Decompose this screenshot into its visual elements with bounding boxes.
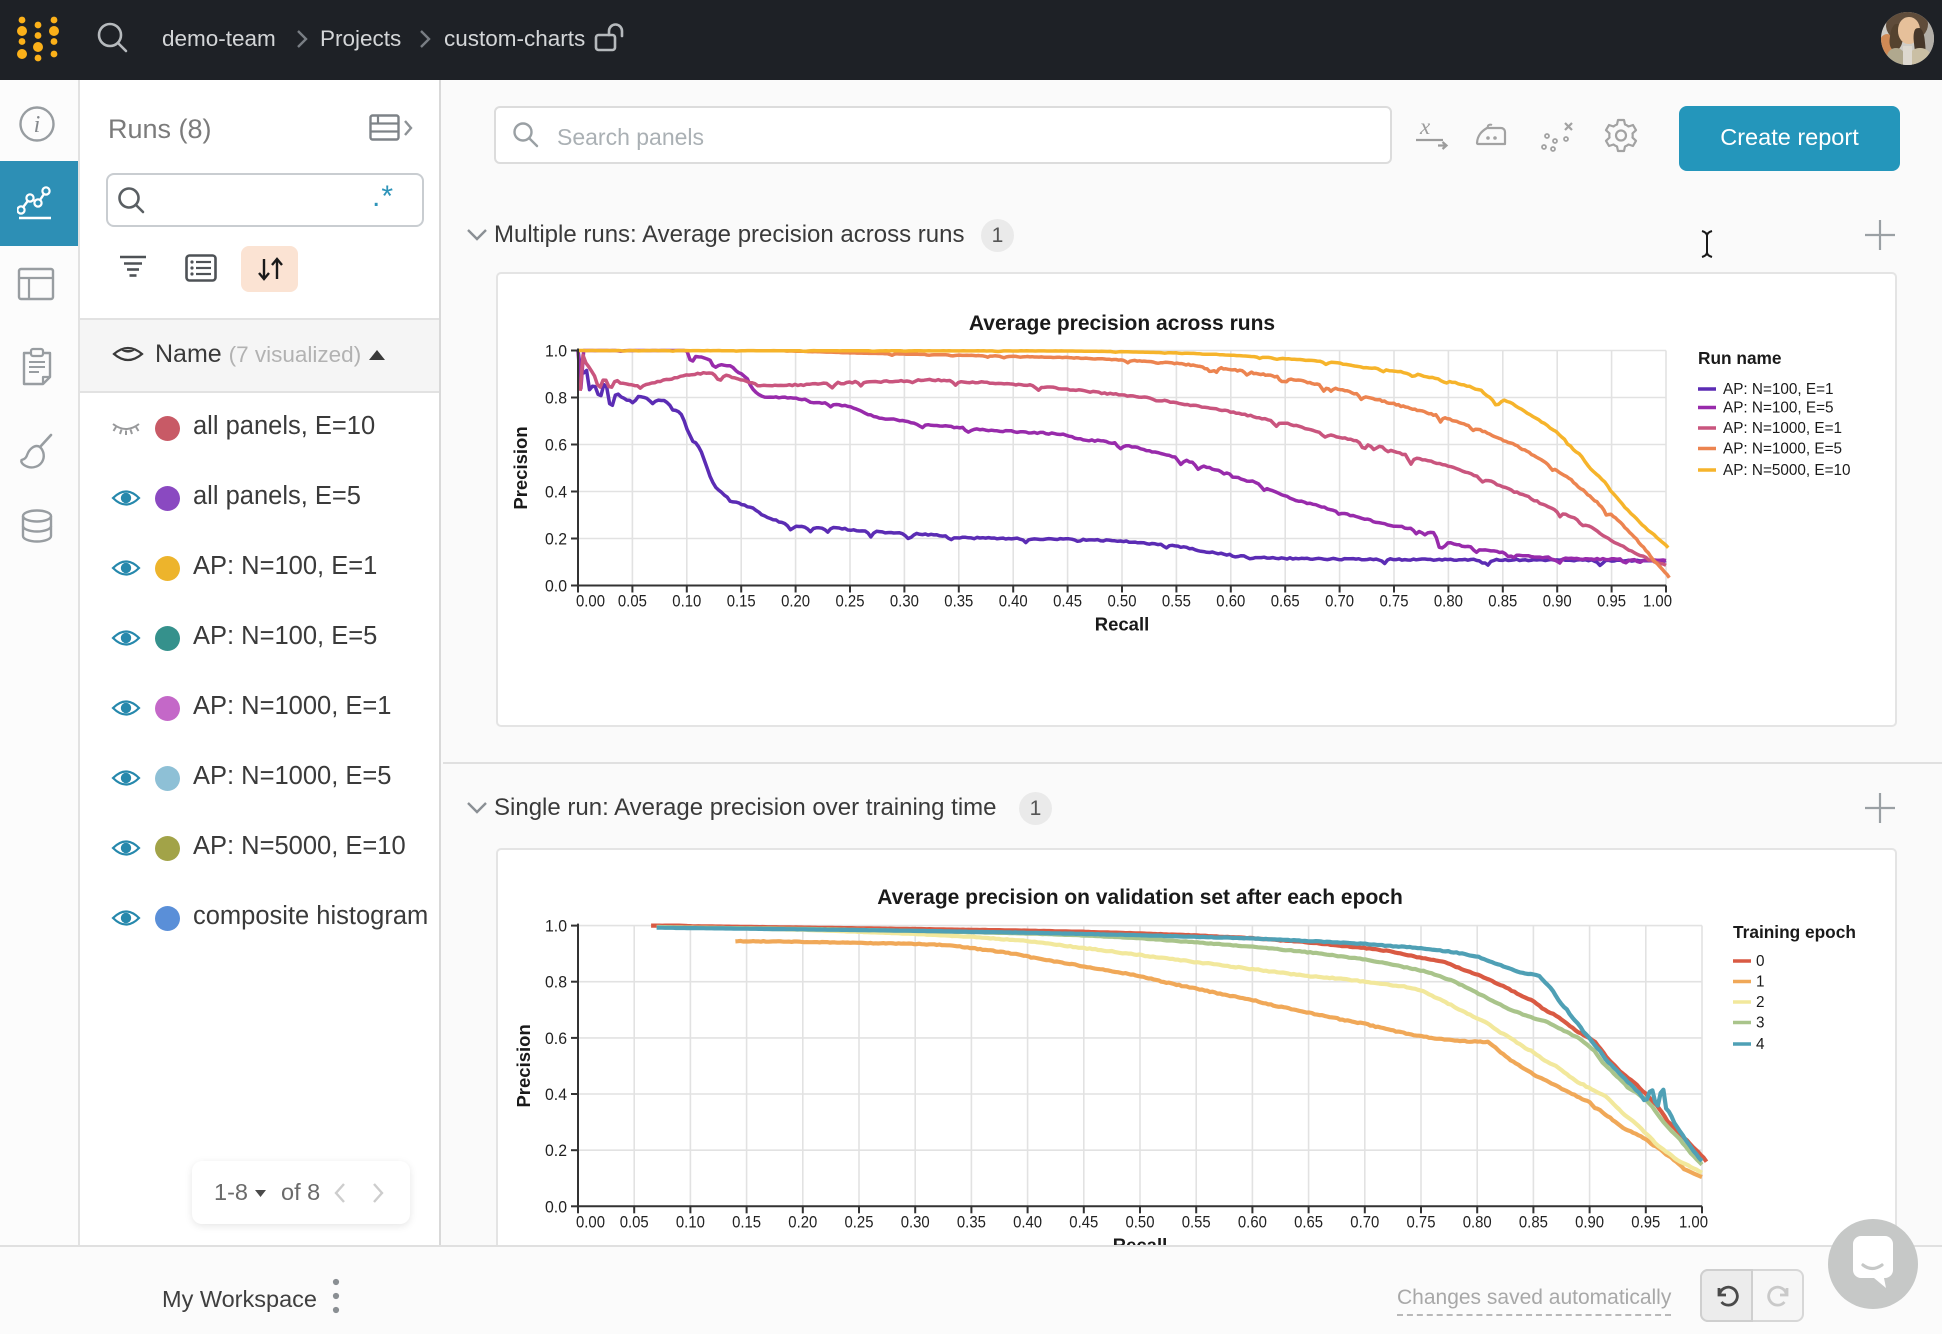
- svg-text:0.95: 0.95: [1597, 593, 1626, 611]
- svg-text:0.70: 0.70: [1325, 593, 1354, 611]
- svg-text:0.00: 0.00: [576, 593, 605, 611]
- svg-text:AP: N=100, E=5: AP: N=100, E=5: [1723, 400, 1834, 417]
- svg-text:0.2: 0.2: [545, 531, 567, 549]
- svg-text:0.25: 0.25: [836, 593, 865, 611]
- svg-text:0.2: 0.2: [545, 1142, 567, 1160]
- svg-text:0.6: 0.6: [545, 1030, 567, 1048]
- svg-text:Recall: Recall: [1113, 1234, 1168, 1245]
- svg-text:0.35: 0.35: [944, 593, 973, 611]
- svg-text:0.80: 0.80: [1463, 1213, 1492, 1231]
- svg-text:Recall: Recall: [1095, 614, 1150, 635]
- svg-text:4: 4: [1756, 1036, 1765, 1053]
- svg-text:0.80: 0.80: [1434, 593, 1463, 611]
- svg-text:0.85: 0.85: [1488, 593, 1517, 611]
- svg-text:0.20: 0.20: [781, 593, 810, 611]
- svg-text:0.8: 0.8: [545, 974, 567, 992]
- svg-text:0.65: 0.65: [1294, 1213, 1323, 1231]
- svg-text:3: 3: [1756, 1015, 1765, 1032]
- svg-text:0.90: 0.90: [1543, 593, 1572, 611]
- svg-text:0.15: 0.15: [732, 1213, 761, 1231]
- svg-text:1.00: 1.00: [1679, 1213, 1708, 1231]
- svg-text:2: 2: [1756, 994, 1765, 1011]
- svg-text:x: x: [1419, 116, 1431, 139]
- svg-text:0.95: 0.95: [1631, 1213, 1660, 1231]
- svg-text:AP: N=1000, E=5: AP: N=1000, E=5: [1723, 441, 1842, 458]
- svg-text:0.50: 0.50: [1126, 1213, 1155, 1231]
- svg-text:AP: N=100, E=1: AP: N=100, E=1: [1723, 381, 1834, 398]
- svg-text:0.30: 0.30: [890, 593, 919, 611]
- svg-text:0: 0: [1756, 953, 1765, 970]
- svg-text:0.45: 0.45: [1069, 1213, 1098, 1231]
- svg-text:0.0: 0.0: [545, 1198, 567, 1216]
- svg-text:0.20: 0.20: [788, 1213, 817, 1231]
- svg-text:Precision: Precision: [510, 426, 531, 509]
- svg-text:Average precision on validatio: Average precision on validation set afte…: [877, 886, 1403, 909]
- svg-text:0.40: 0.40: [999, 593, 1028, 611]
- svg-text:AP: N=1000, E=1: AP: N=1000, E=1: [1723, 420, 1842, 437]
- svg-text:0.60: 0.60: [1238, 1213, 1267, 1231]
- svg-text:0.65: 0.65: [1271, 593, 1300, 611]
- svg-text:0.10: 0.10: [672, 593, 701, 611]
- svg-text:0.75: 0.75: [1407, 1213, 1436, 1231]
- svg-text:0.55: 0.55: [1182, 1213, 1211, 1231]
- svg-text:0.70: 0.70: [1350, 1213, 1379, 1231]
- svg-text:0.40: 0.40: [1013, 1213, 1042, 1231]
- svg-text:Precision: Precision: [513, 1024, 534, 1107]
- svg-text:0.25: 0.25: [845, 1213, 874, 1231]
- svg-text:0.30: 0.30: [901, 1213, 930, 1231]
- svg-text:0.60: 0.60: [1216, 593, 1245, 611]
- svg-text:Training epoch: Training epoch: [1733, 922, 1856, 942]
- svg-text:0.75: 0.75: [1380, 593, 1409, 611]
- svg-text:0.15: 0.15: [727, 593, 756, 611]
- svg-text:0.35: 0.35: [957, 1213, 986, 1231]
- svg-text:i: i: [34, 112, 41, 138]
- svg-text:0.4: 0.4: [545, 484, 567, 502]
- svg-text:0.0: 0.0: [545, 578, 567, 596]
- svg-text:AP: N=5000, E=10: AP: N=5000, E=10: [1723, 462, 1851, 479]
- svg-text:0.45: 0.45: [1053, 593, 1082, 611]
- svg-text:0.50: 0.50: [1108, 593, 1137, 611]
- svg-text:0.4: 0.4: [545, 1086, 567, 1104]
- svg-text:0.05: 0.05: [618, 593, 647, 611]
- svg-text:1.00: 1.00: [1643, 593, 1672, 611]
- svg-text:0.85: 0.85: [1519, 1213, 1548, 1231]
- svg-text:1.0: 1.0: [545, 918, 567, 936]
- svg-text:0.6: 0.6: [545, 437, 567, 455]
- svg-text:Run name: Run name: [1698, 348, 1782, 368]
- svg-text:0.8: 0.8: [545, 390, 567, 408]
- svg-text:Average precision across runs: Average precision across runs: [969, 312, 1275, 335]
- svg-text:0.00: 0.00: [576, 1213, 605, 1231]
- svg-text:0.10: 0.10: [676, 1213, 705, 1231]
- svg-text:0.55: 0.55: [1162, 593, 1191, 611]
- svg-text:0.90: 0.90: [1575, 1213, 1604, 1231]
- svg-text:1: 1: [1756, 974, 1765, 991]
- svg-text:1.0: 1.0: [545, 343, 567, 361]
- svg-text:0.05: 0.05: [620, 1213, 649, 1231]
